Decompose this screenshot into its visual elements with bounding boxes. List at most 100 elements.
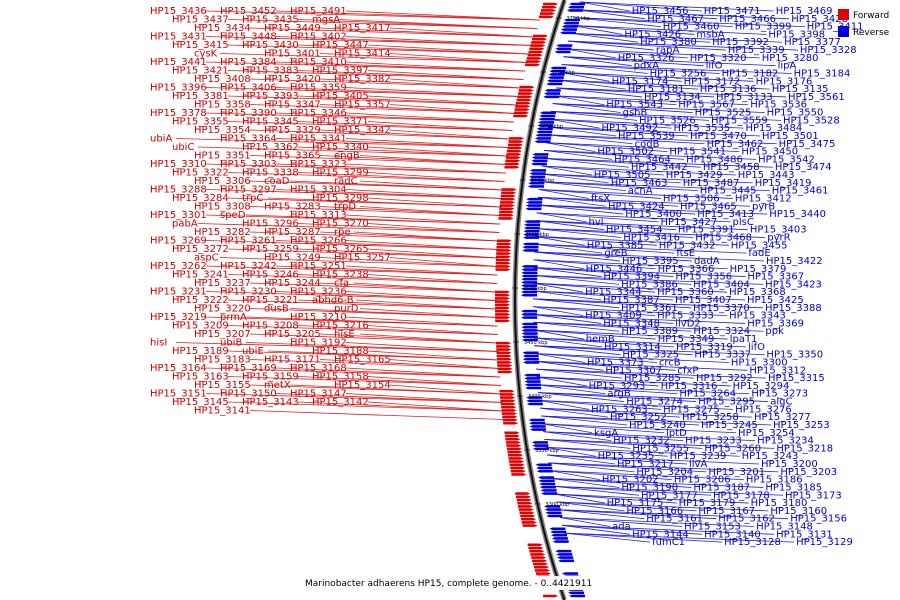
reverse-leader-line [558, 509, 717, 520]
forward-gene-feature [510, 469, 526, 473]
reverse-gene-label: HP15_3395 [622, 256, 679, 267]
forward-gene-feature [520, 514, 536, 518]
reverse-gene-label: HP15_3463 [611, 178, 668, 189]
reverse-gene-label: HP15_3526 [639, 115, 696, 126]
forward-leader-line [249, 206, 501, 216]
reverse-gene-feature [536, 127, 553, 131]
forward-gene-label: HP15_3237 [194, 278, 251, 289]
reverse-leader-line [554, 493, 749, 504]
reverse-gene-label: codB [635, 139, 660, 150]
reverse-leader-line [564, 532, 723, 543]
reverse-leader-line [545, 142, 668, 152]
reverse-gene-feature [544, 508, 561, 511]
reverse-leader-line [563, 56, 632, 67]
reverse-gene-feature [555, 47, 572, 51]
reverse-leader-line [535, 228, 766, 238]
forward-gene-feature [502, 418, 518, 422]
forward-gene-label: cfa [334, 278, 349, 289]
forward-gene-feature [502, 415, 518, 419]
forward-leader-line [345, 265, 498, 276]
reverse-gene-feature [549, 69, 566, 73]
forward-gene-label: HP15_3364 [220, 134, 277, 145]
reverse-gene-label: HP15_3465 [680, 201, 737, 212]
forward-gene-label: HP15_3435 [242, 15, 299, 26]
genome-backbone [512, 0, 567, 600]
reverse-leader-line [534, 345, 693, 356]
forward-gene-feature [500, 402, 516, 406]
reverse-gene-label: HP15_3190 [621, 482, 678, 493]
forward-gene-feature [506, 149, 522, 153]
reverse-leader-line [534, 337, 675, 348]
forward-gene-feature [528, 50, 544, 54]
reverse-leader-line [544, 150, 685, 160]
reverse-leader-line [570, 32, 639, 43]
forward-gene-feature [498, 213, 514, 217]
reverse-gene-label: HP15_3344 [585, 287, 642, 298]
reverse-gene-feature [535, 133, 552, 137]
reverse-gene-label: HP15_3469 [776, 6, 833, 17]
reverse-leader-line [535, 360, 748, 371]
forward-gene-feature [507, 146, 523, 150]
reverse-leader-line [537, 196, 679, 207]
reverse-leader-line [564, 532, 651, 543]
forward-gene-feature [499, 393, 515, 396]
forward-leader-line [205, 112, 515, 123]
forward-leader-line [297, 248, 498, 259]
reverse-gene-feature [521, 284, 538, 287]
forward-leader-line [297, 274, 498, 284]
forward-gene-feature [495, 290, 511, 294]
reverse-gene-feature [529, 425, 546, 428]
reverse-gene-label: HP15_3162 [718, 514, 775, 525]
reverse-gene-label: HP15_3217 [617, 459, 674, 470]
forward-gene-label: HP15_3340 [312, 142, 369, 153]
forward-gene-label: HP15_3249 [264, 253, 321, 264]
reverse-gene-label: HP15_3445 [700, 186, 757, 197]
forward-gene-label: HP15_3151 [150, 389, 207, 400]
forward-gene-feature [516, 498, 532, 502]
reverse-gene-label: HP15_3455 [731, 240, 788, 251]
forward-leader-line [389, 257, 498, 267]
reverse-leader-line [541, 165, 664, 176]
reverse-gene-label: HP15_3389 [621, 326, 678, 337]
forward-gene-label: HP15_3397 [312, 66, 369, 77]
reverse-gene-feature [521, 322, 538, 326]
reverse-gene-feature [538, 121, 555, 124]
reverse-leader-line [547, 126, 617, 137]
reverse-leader-line [538, 189, 589, 199]
reverse-leader-line [548, 126, 761, 137]
forward-gene-feature [533, 565, 549, 569]
reverse-leader-line [533, 274, 620, 285]
forward-gene-label: ubiE [242, 346, 264, 357]
forward-gene-label: HP15_3230 [220, 287, 277, 298]
forward-leader-line [367, 44, 530, 55]
reverse-gene-label: HP15_3285 [624, 373, 681, 384]
reverse-leader-line [533, 267, 602, 277]
reverse-gene-label: HP15_3423 [765, 279, 822, 290]
reverse-gene-label: HP15_3474 [775, 162, 832, 173]
reverse-leader-line [534, 353, 729, 363]
forward-gene-label: HP15_3141 [194, 406, 251, 417]
reverse-leader-line [534, 345, 765, 356]
reverse-gene-label: HP15_3156 [790, 514, 847, 525]
forward-leader-line [345, 138, 510, 148]
forward-gene-feature [497, 367, 513, 371]
forward-gene-label: HP15_3396 [150, 83, 207, 94]
forward-gene-label: HP15_3145 [172, 397, 229, 408]
reverse-leader-line [537, 384, 606, 395]
reverse-leader-line [555, 87, 787, 98]
reverse-gene-label: gshB [623, 108, 648, 119]
reverse-gene-label: HP15_3535 [673, 123, 730, 134]
reverse-gene-label: HP15_3468 [695, 233, 752, 244]
reverse-leader-line [539, 181, 698, 192]
forward-gene-feature [505, 156, 521, 159]
forward-gene-label: HP15_3262 [150, 261, 207, 272]
forward-leader-line [275, 87, 520, 97]
forward-gene-feature [495, 300, 511, 303]
reverse-gene-label: HP15_3252 [610, 412, 667, 423]
reverse-leader-line [544, 439, 631, 449]
reverse-gene-feature [546, 514, 563, 518]
reverse-gene-label: HP15_3380 [640, 37, 697, 48]
gene-features [495, 2, 586, 598]
forward-gene-label: HP15_3142 [312, 397, 369, 408]
reverse-leader-line [546, 454, 759, 465]
